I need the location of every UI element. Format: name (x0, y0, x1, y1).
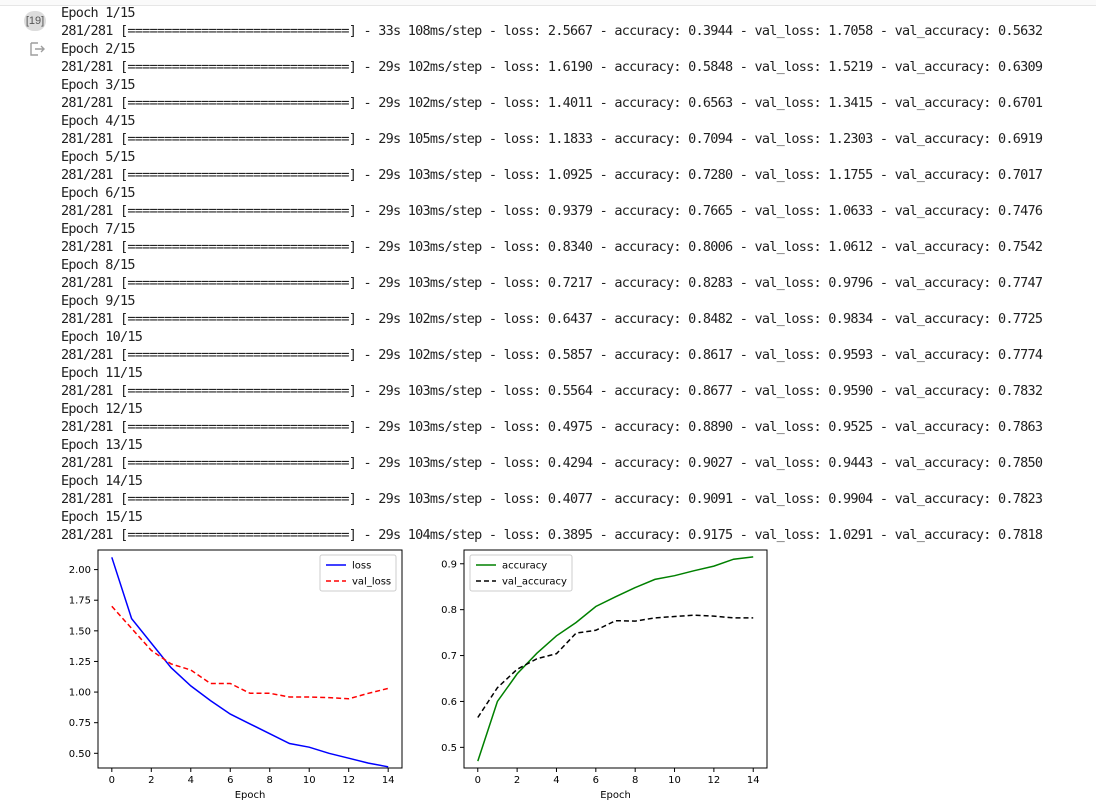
log-line: Epoch 12/15 (61, 401, 143, 417)
x-tick-label: 14 (747, 775, 760, 786)
y-tick-label: 0.5 (441, 743, 457, 754)
log-line: Epoch 9/15 (61, 293, 136, 309)
y-tick-label: 0.75 (69, 718, 91, 729)
log-line: Epoch 6/15 (61, 185, 136, 201)
x-tick-label: 2 (514, 775, 520, 786)
y-tick-label: 0.8 (441, 605, 457, 616)
x-tick-label: 10 (303, 775, 316, 786)
log-line: 281/281 [==============================]… (61, 59, 1043, 75)
output-redirect-icon[interactable] (30, 42, 46, 56)
legend-box (319, 554, 397, 592)
y-tick-label: 1.00 (69, 688, 91, 699)
log-line: 281/281 [==============================]… (61, 455, 1043, 471)
series-line-val-loss (111, 605, 389, 700)
log-line: 281/281 [==============================]… (61, 95, 1043, 111)
legend: accuracy val_accuracy (469, 554, 573, 592)
plot-frame (463, 549, 768, 769)
log-line: Epoch 13/15 (61, 437, 143, 453)
x-tick-label: 4 (188, 775, 194, 786)
y-tick-label: 0.50 (69, 749, 91, 760)
chart-1: 0 2 4 6 8 10 12 14 0.50 0.75 1.00 1.25 1.50 1.75 2.00 E… (69, 549, 403, 801)
y-tick-label: 1.50 (69, 626, 91, 637)
cell-top-border (0, 0, 1096, 6)
log-line: Epoch 11/15 (61, 365, 143, 381)
x-tick-label: 2 (148, 775, 154, 786)
log-line: 281/281 [==============================]… (61, 527, 1043, 543)
log-line: Epoch 1/15 (61, 5, 136, 21)
series-line-accuracy (477, 556, 754, 762)
log-line: 281/281 [==============================]… (61, 419, 1043, 435)
x-tick-label: 0 (475, 775, 481, 786)
log-line: 281/281 [==============================]… (61, 275, 1043, 291)
x-tick-label: 6 (227, 775, 233, 786)
y-tick-label: 1.75 (69, 596, 91, 607)
log-line: 281/281 [==============================]… (61, 203, 1043, 219)
x-tick-label: 4 (553, 775, 559, 786)
legend: loss val_loss (319, 554, 397, 592)
log-line: 281/281 [==============================]… (61, 383, 1043, 399)
chart-2: 0 2 4 6 8 10 12 14 0.5 0.6 0.7 0.8 0.9 Epoch accuracy v… (441, 549, 768, 801)
log-line: Epoch 10/15 (61, 329, 143, 345)
log-line: Epoch 8/15 (61, 257, 136, 273)
training-history-charts: 0 2 4 6 8 10 12 140.500.751.001.251.501.752.00E… (69, 549, 768, 801)
x-tick-label: 6 (593, 775, 599, 786)
y-tick-label: 0.6 (441, 697, 457, 708)
log-line: 281/281 [==============================]… (61, 239, 1043, 255)
legend-label: val_loss (352, 577, 391, 588)
x-tick-label: 8 (632, 775, 638, 786)
log-line: 281/281 [==============================]… (61, 311, 1043, 327)
log-line: Epoch 4/15 (61, 113, 136, 129)
log-line: Epoch 15/15 (61, 509, 143, 525)
cell-gutter: [19] (0, 0, 58, 804)
y-tick-label: 1.25 (69, 657, 91, 668)
x-axis-label: Epoch (600, 790, 631, 801)
x-tick-label: 10 (668, 775, 681, 786)
log-line: 281/281 [==============================]… (61, 347, 1043, 363)
log-line: Epoch 2/15 (61, 41, 136, 57)
log-line: Epoch 3/15 (61, 77, 136, 93)
x-tick-label: 0 (109, 775, 115, 786)
x-tick-label: 8 (267, 775, 273, 786)
x-axis-label: Epoch (235, 790, 266, 801)
log-line: 281/281 [==============================]… (61, 23, 1043, 39)
log-line: Epoch 14/15 (61, 473, 143, 489)
log-line: 281/281 [==============================]… (61, 131, 1043, 147)
x-tick-label: 12 (342, 775, 355, 786)
legend-label: loss (352, 561, 371, 572)
log-line: Epoch 7/15 (61, 221, 136, 237)
x-tick-label: 14 (382, 775, 395, 786)
log-line: 281/281 [==============================]… (61, 167, 1043, 183)
y-tick-label: 0.9 (441, 559, 457, 570)
x-tick-label: 12 (708, 775, 721, 786)
series-line-val-accuracy (477, 614, 754, 718)
y-tick-label: 2.00 (69, 565, 91, 576)
legend-box (469, 554, 573, 592)
log-line: 281/281 [==============================]… (61, 491, 1043, 507)
legend-label: val_accuracy (502, 577, 567, 588)
y-tick-label: 0.7 (441, 651, 457, 662)
legend-label: accuracy (502, 561, 547, 572)
series-line-loss (111, 557, 389, 768)
training-log-output: Epoch 1/15 281/281 [=====================… (61, 4, 1081, 544)
execution-count-badge[interactable]: [19] (24, 11, 46, 31)
log-line: Epoch 5/15 (61, 149, 136, 165)
